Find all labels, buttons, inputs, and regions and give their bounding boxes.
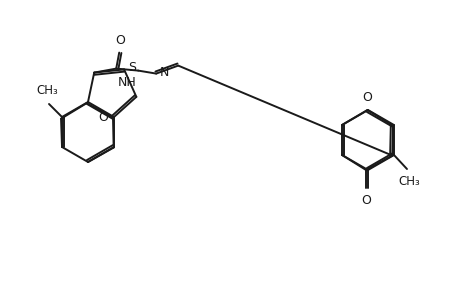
Text: NH: NH [118,76,136,88]
Text: CH₃: CH₃ [397,175,419,188]
Text: O: O [98,111,108,124]
Text: O: O [360,194,370,207]
Text: O: O [115,34,125,46]
Text: S: S [128,61,136,74]
Text: N: N [160,66,169,79]
Text: CH₃: CH₃ [36,84,58,97]
Text: O: O [362,91,371,104]
